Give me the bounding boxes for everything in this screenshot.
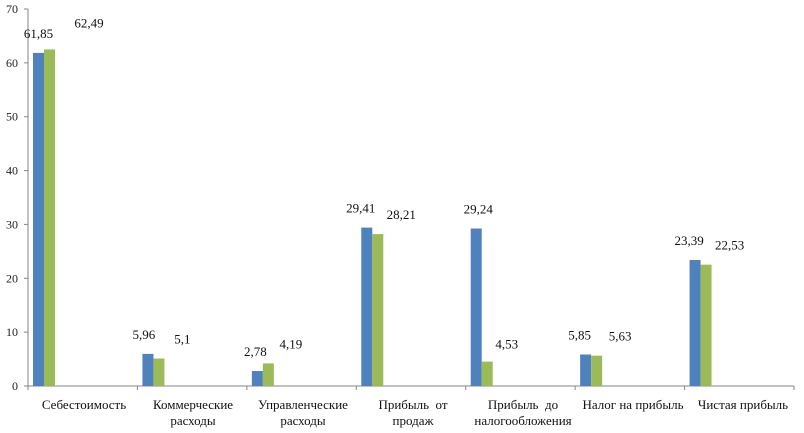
y-tick-label: 50 [6,110,18,124]
bar-series-1 [142,353,154,386]
bar-series-2 [262,363,274,386]
bar-series-2 [372,234,384,386]
data-label: 61,85 [24,26,53,41]
y-tick-label: 10 [6,325,18,339]
category-label: расходы [280,413,326,428]
category-label: продаж [393,413,435,428]
bar-series-1 [251,371,263,386]
bar-series-2 [591,355,603,386]
data-label: 5,96 [133,327,156,342]
y-tick-label: 60 [6,56,18,70]
y-tick-label: 40 [6,164,18,178]
data-label: 4,19 [279,336,302,351]
y-tick-label: 30 [6,217,18,231]
data-label: 5,1 [174,332,190,347]
bar-series-1 [33,52,44,387]
data-label: 4,53 [495,337,518,352]
y-tick-label: 70 [6,2,18,16]
category-label: расходы [170,413,216,428]
bar-series-2 [44,49,55,386]
category-label: Прибыль до [488,397,558,412]
category-label: Налог на прибыль [583,397,684,412]
y-tick-label: 0 [12,379,18,393]
bar-series-1 [470,228,482,386]
data-label: 5,63 [609,329,632,344]
bar-series-1 [580,354,592,386]
bar-series-2 [700,264,712,386]
bars [33,49,712,387]
category-label: Коммерческие [153,397,233,412]
data-label: 29,41 [346,201,375,216]
data-label: 62,49 [74,15,103,30]
data-label: 23,39 [674,233,703,248]
category-label: Чистая прибыль [698,397,788,412]
category-label: Прибыль от [378,397,447,412]
category-labels: Себестоимость КоммерческиерасходыУправлен… [42,397,788,428]
data-label: 22,53 [715,238,744,253]
data-label: 2,78 [244,344,267,359]
bar-series-1 [361,227,373,386]
y-axis: 0 10 20 30 40 50 60 70 [6,2,29,393]
category-label: налогообложения [474,413,571,428]
bar-series-1 [689,260,701,386]
y-tick-label: 20 [6,271,18,285]
category-label: Управленческие [258,397,348,412]
data-label: 28,21 [387,207,416,222]
data-label: 29,24 [464,202,494,217]
category-label: Себестоимость [42,397,126,412]
data-label: 5,85 [568,327,591,342]
x-axis [24,385,795,390]
bar-series-2 [481,361,493,386]
bar-series-2 [153,358,165,386]
data-labels: 61,85 62,49 5,96 5,1 2,78 4,19 29,41 28,21 29,24… [24,15,744,359]
